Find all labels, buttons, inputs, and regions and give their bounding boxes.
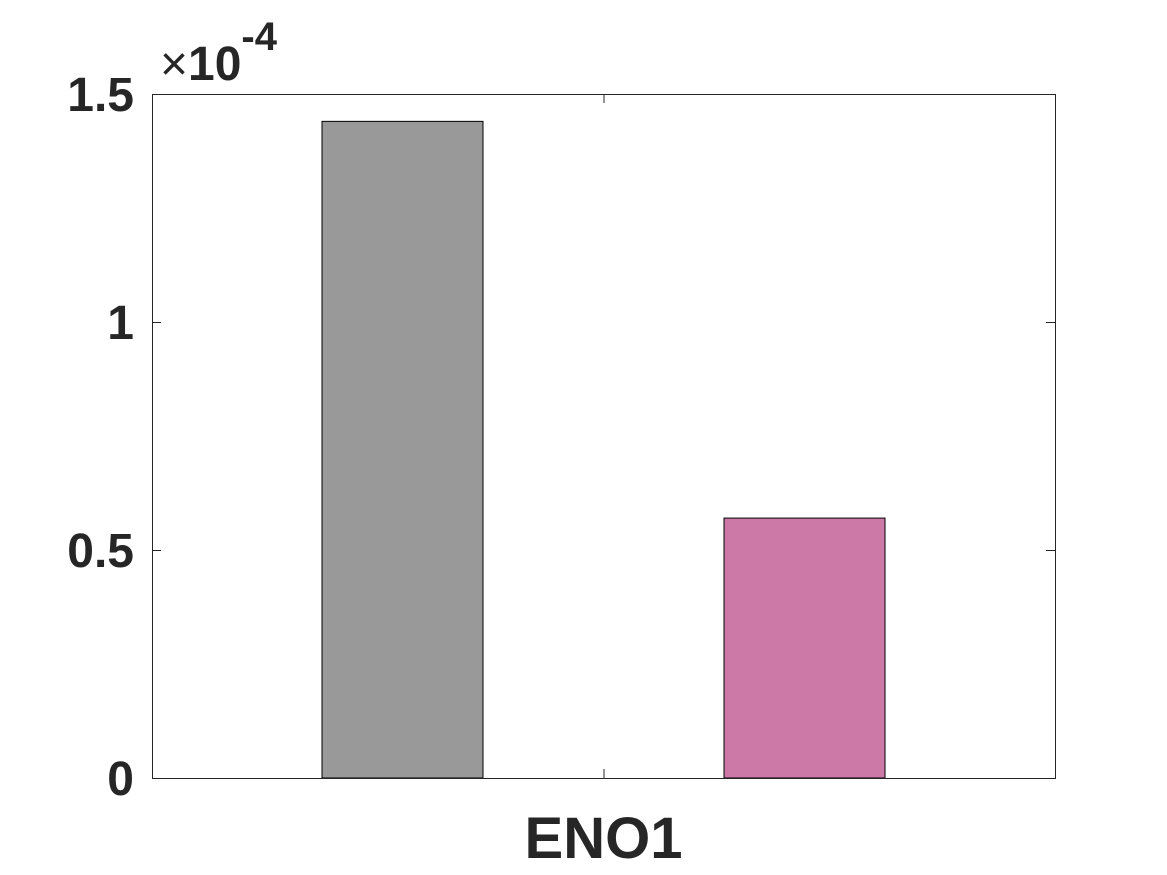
y-tick-label: 1.5 — [67, 69, 134, 122]
multiplier-times-sign: × — [160, 38, 188, 91]
y-axis-multiplier: ×10-4 — [160, 15, 278, 91]
plot-area — [152, 94, 1055, 778]
bars-group — [321, 120, 886, 779]
multiplier-base: 10 — [188, 38, 241, 91]
y-ticks-group: 0 0.5 1 1.5 — [67, 69, 1055, 806]
x-ticks-group: ENO1 — [525, 94, 683, 871]
bar-series-2-eno1 — [723, 517, 886, 779]
y-tick-label: 0.5 — [67, 525, 134, 578]
y-tick-label: 0 — [107, 753, 134, 806]
bar-series-1-eno1 — [321, 120, 484, 779]
multiplier-exponent: -4 — [241, 15, 277, 59]
y-tick-label: 1 — [107, 297, 134, 350]
x-category-label: ENO1 — [525, 806, 683, 871]
